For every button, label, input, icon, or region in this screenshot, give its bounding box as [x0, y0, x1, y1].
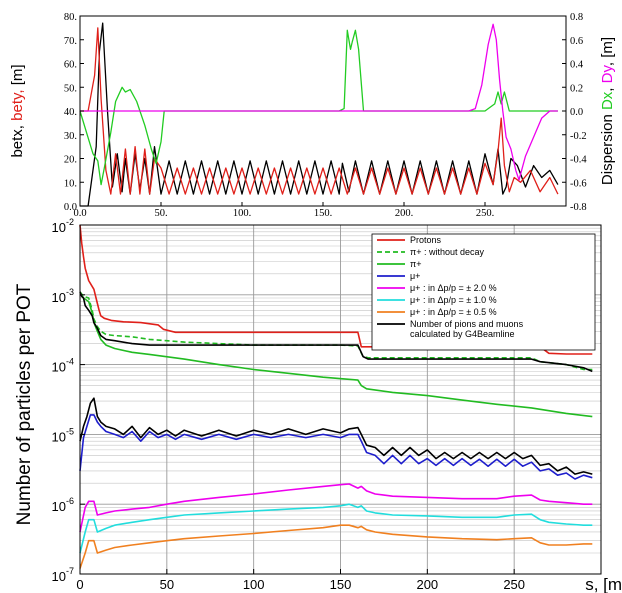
- legend-label-4: μ+ : in Δp/p = ± 2.0 %: [410, 283, 497, 293]
- bottom-x-tick-label: 150: [330, 577, 352, 592]
- legend-label-1: π+ : without decay: [410, 247, 484, 257]
- tick-exponent: -5: [66, 426, 74, 436]
- tick-base: 10: [52, 220, 66, 235]
- tick-base: 10: [52, 499, 66, 514]
- top-x-tick-label: 250.: [476, 208, 494, 219]
- top-left-tick-label: 80.: [64, 12, 77, 23]
- bottom-x-tick-label: 200: [416, 577, 438, 592]
- top-right-tick-label: -0.8: [570, 202, 587, 213]
- legend-box: [371, 233, 596, 351]
- bottom-x-axis-label: s, [m]: [585, 575, 622, 593]
- legend-label-5: μ+ : in Δp/p = ± 1.0 %: [410, 295, 497, 305]
- bottom-y-axis-label: Number of particles per POT: [14, 283, 35, 525]
- bottom-x-tick-label: 250: [503, 577, 525, 592]
- legend-label-2: π+: [410, 259, 421, 269]
- top-right-tick-label: 0.2: [570, 83, 583, 94]
- top-right-tick-label: 0.0: [570, 107, 583, 118]
- bottom-x-tick-label: 50: [160, 577, 174, 592]
- top-right-tick-label: -0.2: [570, 131, 587, 142]
- top-y-axis-label: betx, bety, [m]: [9, 64, 26, 157]
- top-left-tick-label: 20.: [64, 155, 77, 166]
- top-left-tick-label: 60.: [64, 60, 77, 71]
- bottom-series-line-1: [79, 291, 593, 371]
- top-y2-axis-label-part-1: Dx: [599, 91, 616, 110]
- legend-label-3: μ+: [410, 271, 420, 281]
- bottom-y-tick-label: 10-3: [52, 287, 74, 305]
- top-x-tick-label: 150.: [314, 208, 332, 219]
- top-left-tick-label: 40.: [64, 107, 77, 118]
- top-x-tick-label: 100.: [233, 208, 251, 219]
- tick-exponent: -6: [66, 496, 74, 506]
- particle-flux-plot: 0 50 100 150 200 25010-210-310-410-510-610-7N…: [14, 217, 622, 593]
- top-x-tick-label: 0.0: [73, 208, 86, 219]
- bottom-series-line-3: [79, 414, 593, 480]
- top-right-tick-label: 0.8: [570, 12, 583, 23]
- top-right-tick-label: -0.6: [570, 178, 587, 189]
- bottom-series-line-7: [79, 291, 593, 373]
- bottom-x-tick-label: 0: [76, 577, 83, 592]
- top-left-tick-label: 30.: [64, 131, 77, 142]
- top-y2-axis-label-part-2: ,: [599, 83, 616, 91]
- top-series-line-1: [80, 27, 559, 195]
- bottom-x-tick-label: 100: [243, 577, 265, 592]
- bottom-y-tick-label: 10-6: [52, 496, 74, 514]
- top-y-axis-label-part-2: [m]: [9, 64, 26, 85]
- tick-base: 10: [52, 429, 66, 444]
- bottom-y-tick-label: 10-2: [52, 217, 74, 235]
- tick-exponent: -2: [66, 217, 74, 227]
- tick-base: 10: [52, 569, 66, 584]
- tick-base: 10: [52, 290, 66, 305]
- top-x-tick-label: 200.: [395, 208, 413, 219]
- top-x-tick-label: 50.: [154, 208, 167, 219]
- bottom-series-line-8: [79, 397, 593, 475]
- bottom-series-line-4: [79, 483, 593, 533]
- bottom-y-tick-label: 10-4: [52, 357, 74, 375]
- legend-label-7: calculated by G4Beamline: [410, 329, 515, 339]
- top-y2-axis-label-part-3: Dy: [599, 65, 616, 84]
- legend-label-7: Number of pions and muons: [410, 319, 524, 329]
- top-right-tick-label: 0.4: [570, 60, 584, 71]
- top-right-tick-label: -0.4: [570, 155, 587, 166]
- legend-label-6: μ+ : in Δp/p = ± 0.5 %: [410, 307, 497, 317]
- tick-exponent: -7: [66, 566, 74, 576]
- lattice-functions-plot: 0.0 10. 20. 30. 40. 50. 60. 70. 80. -0.8 -0.6 -0.4 -…: [9, 12, 616, 219]
- bottom-series-line-6: [79, 524, 593, 569]
- top-left-tick-label: 50.: [64, 83, 77, 94]
- top-left-tick-label: 0.0: [64, 202, 77, 213]
- bottom-y-tick-label: 10-5: [52, 426, 74, 444]
- tick-exponent: -4: [66, 357, 74, 367]
- top-y-axis-label-part-1: bety,: [9, 85, 26, 121]
- legend-label-0: Protons: [410, 235, 442, 245]
- top-y2-axis-label-part-0: Dispersion: [599, 110, 616, 185]
- top-right-tick-label: 0.6: [570, 36, 583, 47]
- top-left-tick-label: 10.: [64, 178, 77, 189]
- bottom-series-line-5: [79, 503, 593, 554]
- top-left-tick-label: 70.: [64, 36, 77, 47]
- top-y2-axis-label: Dispersion Dx, Dy, [m]: [599, 37, 616, 185]
- top-series-line-3: [80, 23, 558, 181]
- top-y2-axis-label-part-4: , [m]: [599, 37, 616, 66]
- bottom-y-tick-label: 10-7: [52, 566, 74, 584]
- top-y-axis-label-part-0: betx,: [9, 121, 26, 158]
- tick-exponent: -3: [66, 287, 74, 297]
- tick-base: 10: [52, 360, 66, 375]
